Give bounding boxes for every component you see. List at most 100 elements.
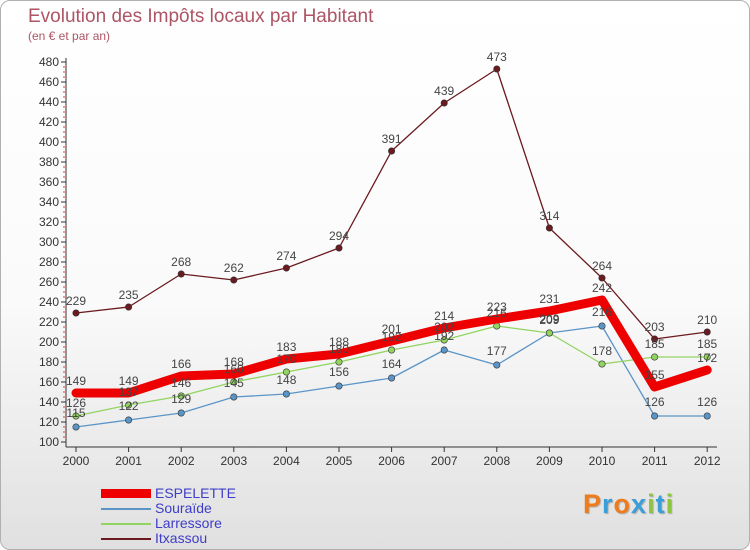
data-point — [177, 392, 185, 400]
y-tick-label: 420 — [39, 115, 59, 129]
data-point — [72, 309, 80, 317]
data-label: 185 — [645, 337, 665, 351]
data-point — [388, 147, 396, 155]
data-point — [335, 382, 343, 390]
data-label: 126 — [66, 396, 86, 410]
data-point — [651, 353, 659, 361]
y-tick-label: 400 — [39, 135, 59, 149]
data-point — [598, 274, 606, 282]
data-label: 209 — [539, 313, 559, 327]
data-label: 242 — [592, 281, 612, 295]
data-label: 473 — [487, 50, 507, 64]
x-tick-label: 2009 — [536, 454, 563, 468]
data-point — [282, 264, 290, 272]
x-tick-label: 2005 — [326, 454, 353, 468]
data-point — [651, 335, 659, 343]
data-label: 183 — [276, 340, 296, 354]
data-label: 148 — [276, 373, 296, 387]
data-label: 126 — [697, 395, 717, 409]
y-tick-label: 160 — [39, 375, 59, 389]
x-tick-label: 2007 — [431, 454, 458, 468]
legend-label: Larressore — [155, 515, 222, 531]
x-tick-label: 2002 — [168, 454, 195, 468]
data-label: 172 — [697, 351, 717, 365]
data-label: 229 — [66, 294, 86, 308]
data-point — [598, 322, 606, 330]
data-point — [703, 353, 711, 361]
y-tick-label: 240 — [39, 295, 59, 309]
data-label: 439 — [434, 84, 454, 98]
legend-label: Itxassou — [155, 530, 208, 546]
data-label: 145 — [224, 376, 244, 390]
data-point — [125, 303, 133, 311]
data-label: 177 — [487, 344, 507, 358]
data-point — [598, 360, 606, 368]
data-label: 264 — [592, 259, 612, 273]
x-tick-label: 2003 — [220, 454, 247, 468]
data-label: 391 — [382, 132, 402, 146]
data-label: 268 — [171, 255, 191, 269]
data-label: 160 — [224, 362, 244, 376]
series-line-espelette — [71, 295, 712, 398]
data-point — [545, 329, 553, 337]
data-point — [493, 65, 501, 73]
data-point — [282, 390, 290, 398]
legend-swatch — [101, 538, 151, 540]
data-point — [335, 358, 343, 366]
y-tick-label: 280 — [39, 255, 59, 269]
data-label: 155 — [645, 368, 665, 382]
x-tick-label: 2001 — [115, 454, 142, 468]
data-point — [388, 374, 396, 382]
y-tick-label: 460 — [39, 75, 59, 89]
data-label: 203 — [645, 320, 665, 334]
x-tick-label: 2006 — [378, 454, 405, 468]
legend-swatch — [101, 508, 151, 510]
data-label: 192 — [382, 330, 402, 344]
y-tick-label: 380 — [39, 155, 59, 169]
data-label: 235 — [119, 288, 139, 302]
data-point — [440, 346, 448, 354]
data-label: 126 — [645, 395, 665, 409]
y-tick-label: 120 — [39, 415, 59, 429]
data-point — [493, 361, 501, 369]
data-label: 156 — [329, 365, 349, 379]
data-label: 210 — [697, 313, 717, 327]
x-tick-label: 2010 — [589, 454, 616, 468]
data-point — [230, 276, 238, 284]
data-label: 294 — [329, 229, 349, 243]
data-label: 149 — [66, 374, 86, 388]
data-point — [125, 416, 133, 424]
data-label: 223 — [487, 300, 507, 314]
data-label: 164 — [382, 357, 402, 371]
data-point — [545, 224, 553, 232]
data-point — [703, 328, 711, 336]
x-tick-label: 2004 — [273, 454, 300, 468]
y-tick-label: 480 — [39, 55, 59, 69]
legend-swatch — [101, 523, 151, 525]
data-label: 129 — [171, 392, 191, 406]
data-label: 149 — [119, 374, 139, 388]
data-label: 137 — [119, 385, 139, 399]
data-label: 214 — [434, 309, 454, 323]
data-point — [282, 368, 290, 376]
data-label: 216 — [487, 306, 507, 320]
data-label: 216 — [592, 305, 612, 319]
y-tick-label: 180 — [39, 355, 59, 369]
x-tick-label: 2012 — [694, 454, 721, 468]
data-point — [703, 412, 711, 420]
y-tick-label: 300 — [39, 235, 59, 249]
data-point — [440, 99, 448, 107]
x-tick-label: 2008 — [483, 454, 510, 468]
data-label: 170 — [276, 352, 296, 366]
data-point — [440, 336, 448, 344]
data-label: 115 — [66, 406, 85, 420]
data-label: 146 — [171, 376, 191, 390]
data-point — [335, 244, 343, 252]
data-label: 262 — [224, 261, 244, 275]
proxiti-logo: Proxiti — [583, 489, 675, 519]
data-label: 168 — [224, 355, 244, 369]
data-point — [177, 270, 185, 278]
y-tick-label: 140 — [39, 395, 59, 409]
data-point — [177, 409, 185, 417]
